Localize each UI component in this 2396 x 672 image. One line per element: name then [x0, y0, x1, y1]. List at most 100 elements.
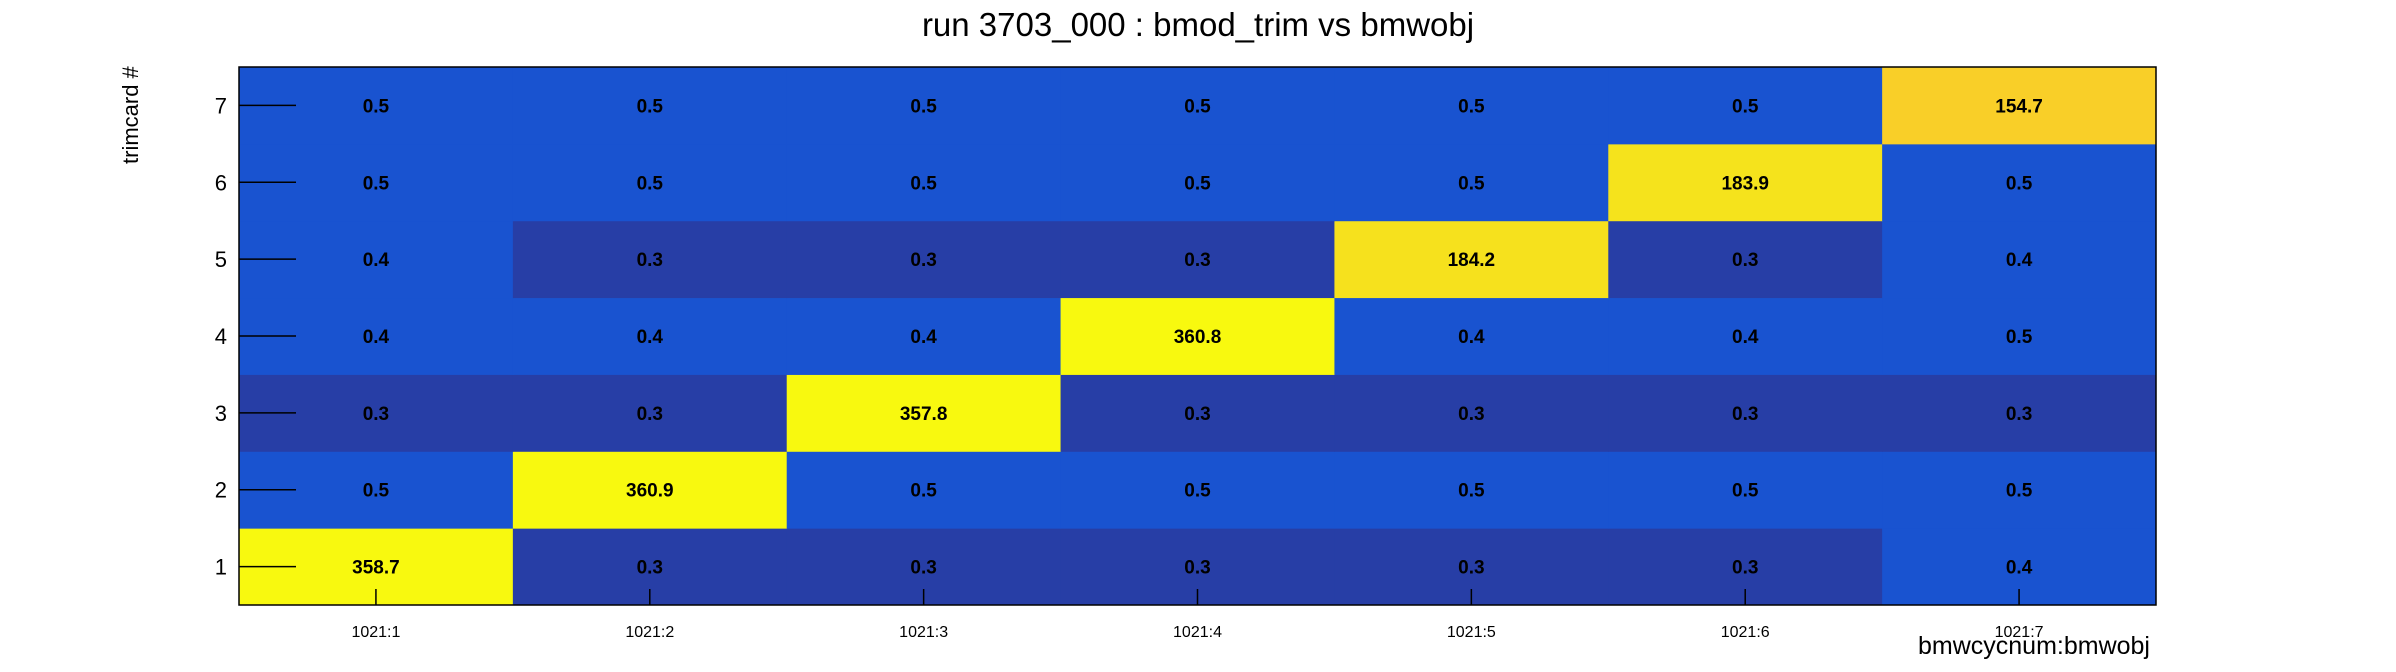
- chart-title: run 3703_000 : bmod_trim vs bmwobj: [921, 6, 1475, 43]
- heatmap-cell: [512, 374, 788, 452]
- cell-value-label: 0.5: [910, 173, 937, 194]
- cell-value-label: 0.3: [1732, 404, 1758, 425]
- heatmap-cell: [1608, 451, 1883, 529]
- cell-value-label: 0.3: [1732, 250, 1758, 271]
- cell-value-label: 0.3: [637, 404, 663, 425]
- heatmap-cell: [512, 297, 788, 375]
- heatmap-cell: [786, 297, 1062, 375]
- cell-value-label: 0.4: [637, 327, 664, 348]
- heatmap-cell: [1882, 451, 2157, 529]
- cell-value-label: 0.3: [363, 404, 389, 425]
- cell-value-label: 0.4: [1458, 327, 1485, 348]
- cell-value-label: 0.5: [1184, 173, 1211, 194]
- cell-value-label: 184.2: [1448, 250, 1496, 271]
- cell-value-label: 360.9: [626, 481, 674, 502]
- x-axis-label: bmwcycnum:bmwobj: [1917, 632, 2150, 660]
- cell-value-label: 183.9: [1721, 173, 1769, 194]
- heatmap-cell: [1060, 374, 1335, 452]
- cell-value-label: 0.5: [1732, 481, 1759, 502]
- heatmap-cell: [1882, 220, 2157, 299]
- y-tick-label: 4: [215, 324, 227, 349]
- cell-value-label: 358.7: [352, 558, 400, 579]
- cell-value-label: 0.5: [1458, 96, 1485, 117]
- cell-value-label: 0.3: [1732, 558, 1758, 579]
- cell-value-label: 0.4: [1732, 327, 1759, 348]
- heatmap-cell: [1882, 297, 2157, 375]
- cell-value-label: 0.5: [2006, 481, 2033, 502]
- y-tick-label: 7: [215, 93, 227, 118]
- cell-value-label: 0.4: [363, 250, 390, 271]
- heatmap-cell: [1060, 220, 1335, 299]
- cell-value-label: 0.4: [2006, 558, 2033, 579]
- y-tick-label: 5: [215, 247, 227, 272]
- heatmap-cell: [512, 67, 788, 145]
- cell-value-label: 0.3: [910, 558, 936, 579]
- x-tick-label: 1021:5: [1447, 624, 1496, 641]
- heatmap-cell: [512, 451, 788, 529]
- heatmap-cell: [1608, 297, 1883, 375]
- y-tick-label: 1: [215, 555, 227, 580]
- cell-value-label: 0.3: [1458, 404, 1484, 425]
- cell-value-label: 0.5: [1458, 481, 1485, 502]
- heatmap-cell: [512, 220, 788, 299]
- cell-value-label: 0.3: [1184, 250, 1210, 271]
- cell-value-label: 0.3: [637, 250, 663, 271]
- heatmap-cell: [1060, 143, 1335, 222]
- x-tick-label: 1021:6: [1721, 624, 1770, 641]
- x-tick-label: 1021:3: [899, 624, 948, 641]
- y-tick-label: 2: [215, 478, 227, 503]
- heatmap-cell: [1608, 220, 1883, 299]
- x-tick-label: 1021:7: [1995, 624, 2044, 641]
- x-tick-label: 1021:4: [1173, 624, 1222, 641]
- cell-value-label: 0.5: [637, 96, 664, 117]
- y-tick-label: 3: [215, 401, 227, 426]
- heatmap-cell: [512, 143, 788, 222]
- y-axis-label: trimcard #: [118, 66, 143, 164]
- cell-value-label: 0.5: [363, 96, 390, 117]
- heatmap-cell: [1060, 67, 1335, 145]
- cell-value-label: 0.3: [637, 558, 663, 579]
- cell-value-label: 0.5: [1184, 96, 1211, 117]
- cell-value-label: 0.5: [637, 173, 664, 194]
- cell-value-label: 0.4: [2006, 250, 2033, 271]
- heatmap-cell: [786, 374, 1062, 452]
- cell-value-label: 0.5: [1458, 173, 1485, 194]
- cell-value-label: 0.3: [1184, 404, 1210, 425]
- heatmap-cell: [1608, 374, 1883, 452]
- heatmap-cell: [1334, 67, 1609, 145]
- heatmap-cell: [1060, 297, 1335, 375]
- cell-value-label: 0.5: [2006, 173, 2033, 194]
- x-tick-label: 1021:2: [625, 624, 674, 641]
- cell-value-label: 0.3: [2006, 404, 2032, 425]
- cell-value-label: 0.5: [1184, 481, 1211, 502]
- cell-value-label: 357.8: [900, 404, 948, 425]
- heatmap-cell: [1882, 67, 2157, 145]
- cell-value-label: 0.4: [910, 327, 937, 348]
- cell-value-label: 0.4: [363, 327, 390, 348]
- heatmap-cell: [786, 220, 1062, 299]
- cell-value-label: 0.5: [1732, 96, 1759, 117]
- heatmap-cell: [1882, 374, 2157, 452]
- heatmap-cell: [1882, 143, 2157, 222]
- cell-value-label: 0.3: [1184, 558, 1210, 579]
- heatmap-cell: [1334, 220, 1609, 299]
- heatmap-cell: [786, 67, 1062, 145]
- heatmap-cell: [1060, 451, 1335, 529]
- heatmap-cell: [1608, 67, 1883, 145]
- cell-value-label: 0.3: [1458, 558, 1484, 579]
- heatmap-cell: [786, 451, 1062, 529]
- cell-value-label: 0.5: [2006, 327, 2033, 348]
- y-tick-label: 6: [215, 170, 227, 195]
- cell-value-label: 0.5: [363, 173, 390, 194]
- cell-value-label: 0.5: [910, 96, 937, 117]
- cell-value-label: 360.8: [1174, 327, 1222, 348]
- cell-value-label: 0.3: [910, 250, 936, 271]
- cell-value-label: 0.5: [910, 481, 937, 502]
- heatmap-cell: [1334, 297, 1609, 375]
- cell-value-label: 0.5: [363, 481, 390, 502]
- cell-value-label: 154.7: [1995, 96, 2043, 117]
- x-tick-label: 1021:1: [351, 624, 400, 641]
- heatmap-cell: [1608, 143, 1883, 222]
